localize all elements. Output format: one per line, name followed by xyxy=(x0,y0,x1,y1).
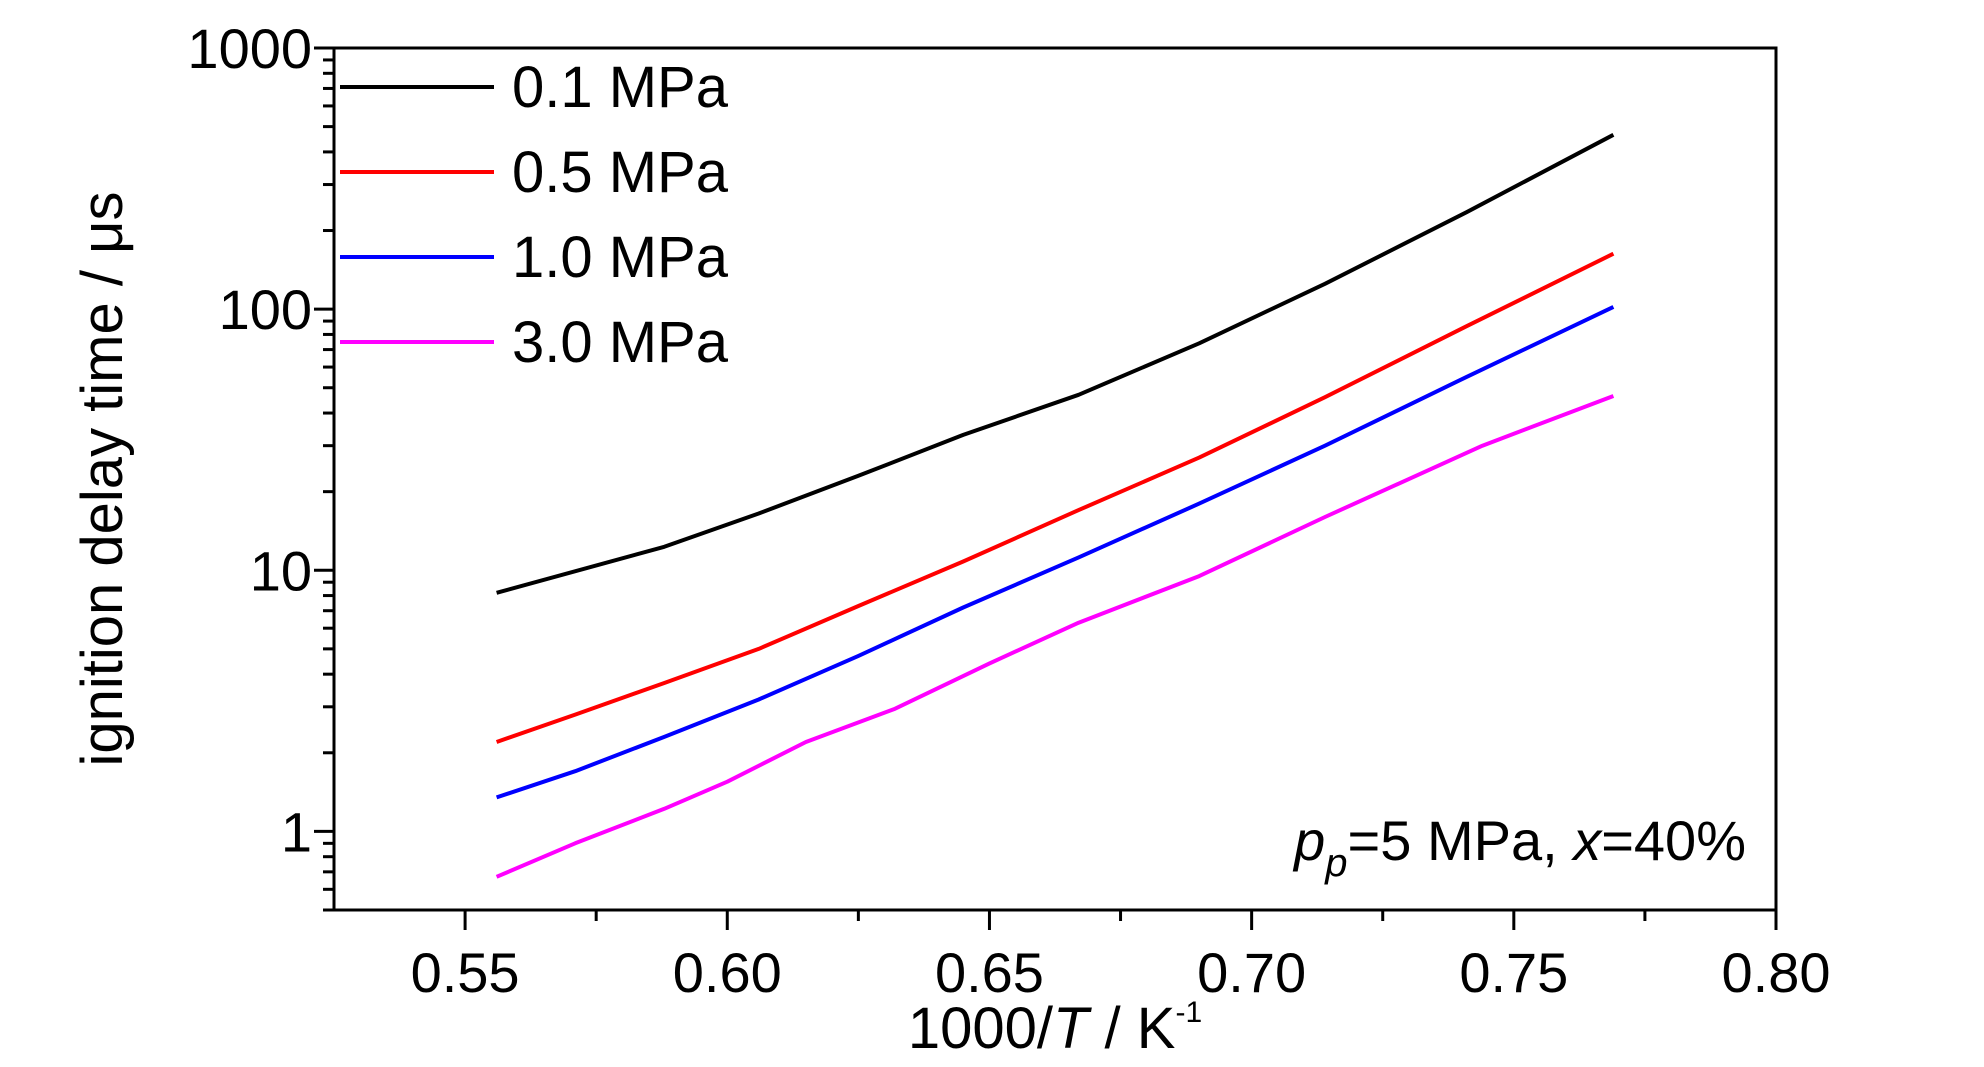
ticks-layer: 0.55 0.60 0.65 0.70 0.75 0.80 1 10 100 1000 xyxy=(187,17,1830,1004)
annotation-fraction: =40% xyxy=(1601,809,1746,872)
y-tick-label: 1 xyxy=(281,800,312,863)
annotation-x: x xyxy=(1570,809,1603,872)
x-title-superscript: -1 xyxy=(1175,996,1202,1029)
series-line-1 xyxy=(496,133,1615,595)
condition-annotation: pp=5 MPa, x=40% xyxy=(1292,809,1746,885)
legend-label-3: 1.0 MPa xyxy=(512,225,729,290)
x-tick-label: 0.70 xyxy=(1197,941,1306,1004)
series-line-3 xyxy=(495,305,1615,800)
x-tick-label: 0.75 xyxy=(1459,941,1568,1004)
annotation-subscript: p xyxy=(1324,841,1347,885)
x-title-unit: / K xyxy=(1088,996,1175,1061)
series-line-2 xyxy=(495,251,1615,744)
x-tick-label: 0.80 xyxy=(1722,941,1831,1004)
legend-label-2: 0.5 MPa xyxy=(512,140,729,205)
annotation-pressure: =5 MPa, xyxy=(1348,809,1574,872)
plot-frame xyxy=(332,46,1778,912)
legend: 0.1 MPa 0.5 MPa 1.0 MPa 3.0 MPa xyxy=(340,55,729,375)
x-title-prefix: 1000/ xyxy=(908,996,1054,1061)
y-axis-title: ignition delay time / μs xyxy=(70,191,135,766)
y-tick-label: 1000 xyxy=(187,17,312,80)
y-tick-label: 100 xyxy=(219,278,312,341)
x-tick-label: 0.55 xyxy=(411,941,520,1004)
y-tick-label: 10 xyxy=(250,539,312,602)
series-line-4 xyxy=(495,394,1615,879)
x-axis-title: 1000/T / K-1 xyxy=(908,996,1202,1061)
x-tick-label: 0.65 xyxy=(935,941,1044,1004)
x-title-variable: T xyxy=(1053,996,1092,1061)
x-tick-label: 0.60 xyxy=(673,941,782,1004)
legend-label-1: 0.1 MPa xyxy=(512,55,729,120)
annotation-p: p xyxy=(1292,809,1325,872)
legend-label-4: 3.0 MPa xyxy=(512,310,729,375)
marks-layer xyxy=(495,133,1615,879)
